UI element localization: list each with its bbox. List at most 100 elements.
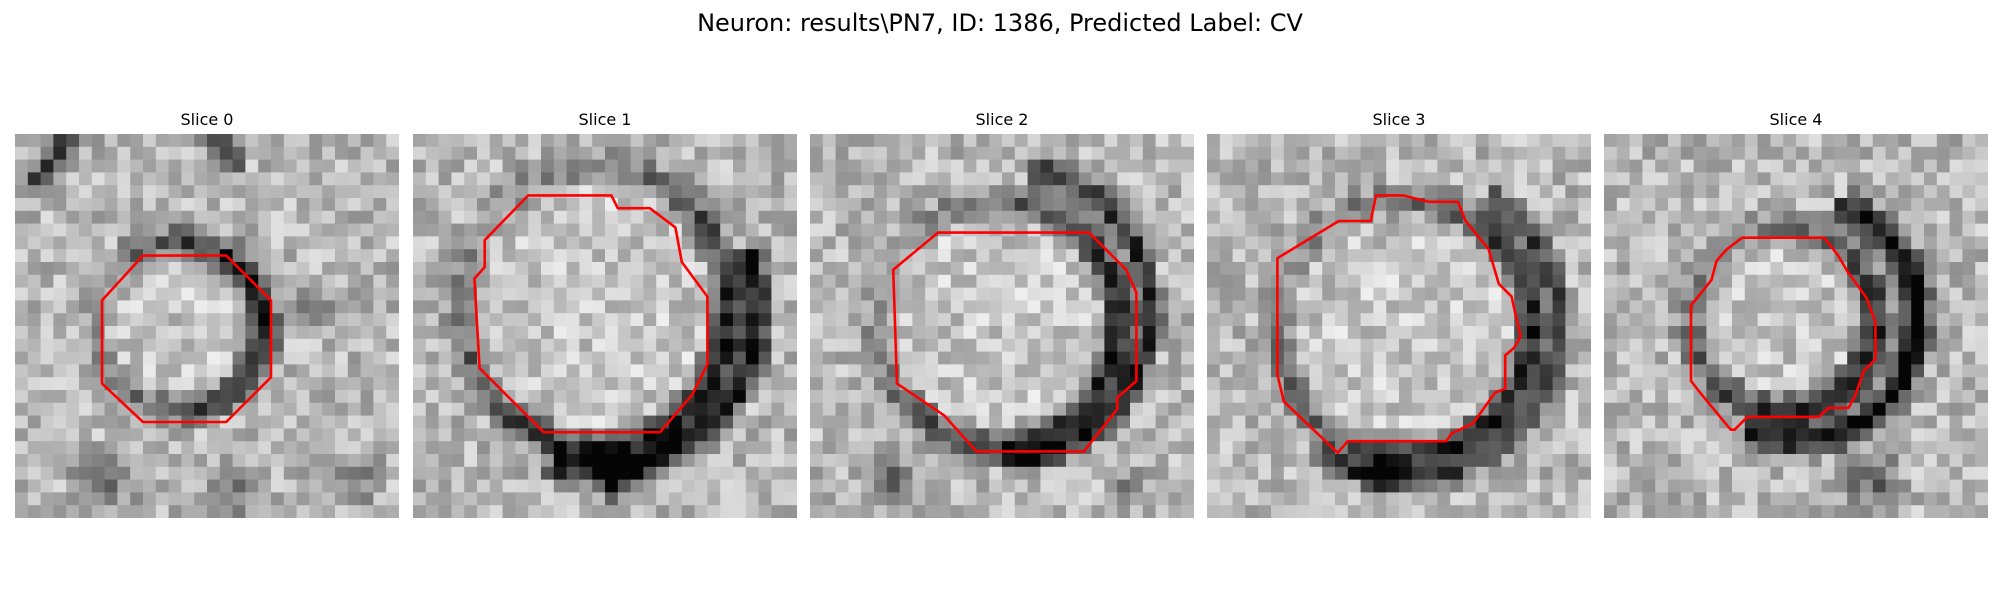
image-pixel — [1808, 274, 1822, 288]
image-pixel — [1335, 287, 1349, 301]
image-pixel — [232, 377, 246, 391]
image-pixel — [1399, 223, 1413, 237]
image-pixel — [822, 287, 836, 301]
image-pixel — [489, 274, 503, 288]
image-pixel — [1078, 326, 1092, 340]
image-pixel — [1168, 390, 1182, 404]
image-pixel — [1411, 479, 1425, 493]
image-pixel — [1053, 479, 1067, 493]
image-pixel — [1911, 198, 1925, 212]
image-pixel — [296, 274, 310, 288]
image-pixel — [360, 326, 374, 340]
image-pixel — [245, 351, 259, 365]
image-pixel — [1796, 364, 1810, 378]
image-pixel — [271, 210, 285, 224]
image-pixel — [1360, 236, 1374, 250]
image-pixel — [656, 479, 670, 493]
image-pixel — [848, 377, 862, 391]
image-pixel — [784, 454, 797, 468]
image-pixel — [1053, 364, 1067, 378]
image-pixel — [1885, 210, 1899, 224]
image-pixel — [1066, 172, 1080, 186]
image-pixel — [1411, 454, 1425, 468]
image-pixel — [207, 300, 221, 314]
image-pixel — [925, 492, 939, 506]
image-pixel — [438, 505, 452, 518]
image-pixel — [1463, 236, 1477, 250]
image-pixel — [1424, 172, 1438, 186]
image-pixel — [155, 364, 169, 378]
image-pixel — [1117, 185, 1131, 199]
image-pixel — [989, 377, 1003, 391]
image-pixel — [528, 236, 542, 250]
image-pixel — [707, 210, 721, 224]
image-pixel — [464, 338, 478, 352]
image-pixel — [1668, 262, 1682, 276]
image-pixel — [861, 262, 875, 276]
image-pixel — [1770, 262, 1784, 276]
image-pixel — [605, 236, 619, 250]
image-pixel — [681, 466, 695, 480]
image-pixel — [360, 415, 374, 429]
image-pixel — [1962, 249, 1976, 263]
image-pixel — [1411, 402, 1425, 416]
image-pixel — [1642, 390, 1656, 404]
image-pixel — [1770, 338, 1784, 352]
image-pixel — [1399, 159, 1413, 173]
image-pixel — [1104, 505, 1118, 518]
image-pixel — [1091, 377, 1105, 391]
image-pixel — [1808, 236, 1822, 250]
image-pixel — [1207, 223, 1221, 237]
image-pixel — [822, 454, 836, 468]
image-pixel — [771, 441, 785, 455]
image-pixel — [1616, 172, 1630, 186]
image-pixel — [1450, 185, 1464, 199]
image-pixel — [579, 223, 593, 237]
image-pixel — [451, 198, 465, 212]
image-pixel — [656, 146, 670, 160]
image-pixel — [1335, 351, 1349, 365]
image-pixel — [1949, 454, 1963, 468]
image-pixel — [784, 338, 797, 352]
image-pixel — [1117, 236, 1131, 250]
image-pixel — [528, 364, 542, 378]
image-pixel — [1629, 351, 1643, 365]
image-pixel — [720, 390, 734, 404]
image-pixel — [1488, 300, 1502, 314]
image-pixel — [1655, 159, 1669, 173]
image-pixel — [1565, 159, 1579, 173]
image-pixel — [1181, 134, 1194, 148]
image-pixel — [1488, 492, 1502, 506]
image-pixel — [553, 159, 567, 173]
image-pixel — [656, 402, 670, 416]
image-pixel — [1962, 313, 1976, 327]
image-pixel — [822, 338, 836, 352]
image-pixel — [1066, 198, 1080, 212]
image-pixel — [1181, 479, 1194, 493]
image-pixel — [1744, 351, 1758, 365]
image-pixel — [155, 198, 169, 212]
image-pixel — [912, 313, 926, 327]
image-pixel — [283, 146, 297, 160]
image-pixel — [1770, 134, 1784, 148]
image-pixel — [1924, 454, 1938, 468]
image-pixel — [1373, 415, 1387, 429]
image-pixel — [1872, 159, 1886, 173]
image-pixel — [425, 223, 439, 237]
image-pixel — [1181, 262, 1194, 276]
image-pixel — [1002, 300, 1016, 314]
image-pixel — [1578, 236, 1591, 250]
image-pixel — [579, 479, 593, 493]
image-pixel — [669, 479, 683, 493]
image-pixel — [1207, 326, 1221, 340]
image-pixel — [1936, 326, 1950, 340]
image-pixel — [771, 428, 785, 442]
image-pixel — [360, 479, 374, 493]
image-pixel — [1501, 441, 1515, 455]
image-pixel — [1642, 172, 1656, 186]
image-pixel — [1245, 300, 1259, 314]
image-pixel — [848, 287, 862, 301]
image-pixel — [1053, 492, 1067, 506]
image-pixel — [950, 338, 964, 352]
image-pixel — [40, 351, 54, 365]
